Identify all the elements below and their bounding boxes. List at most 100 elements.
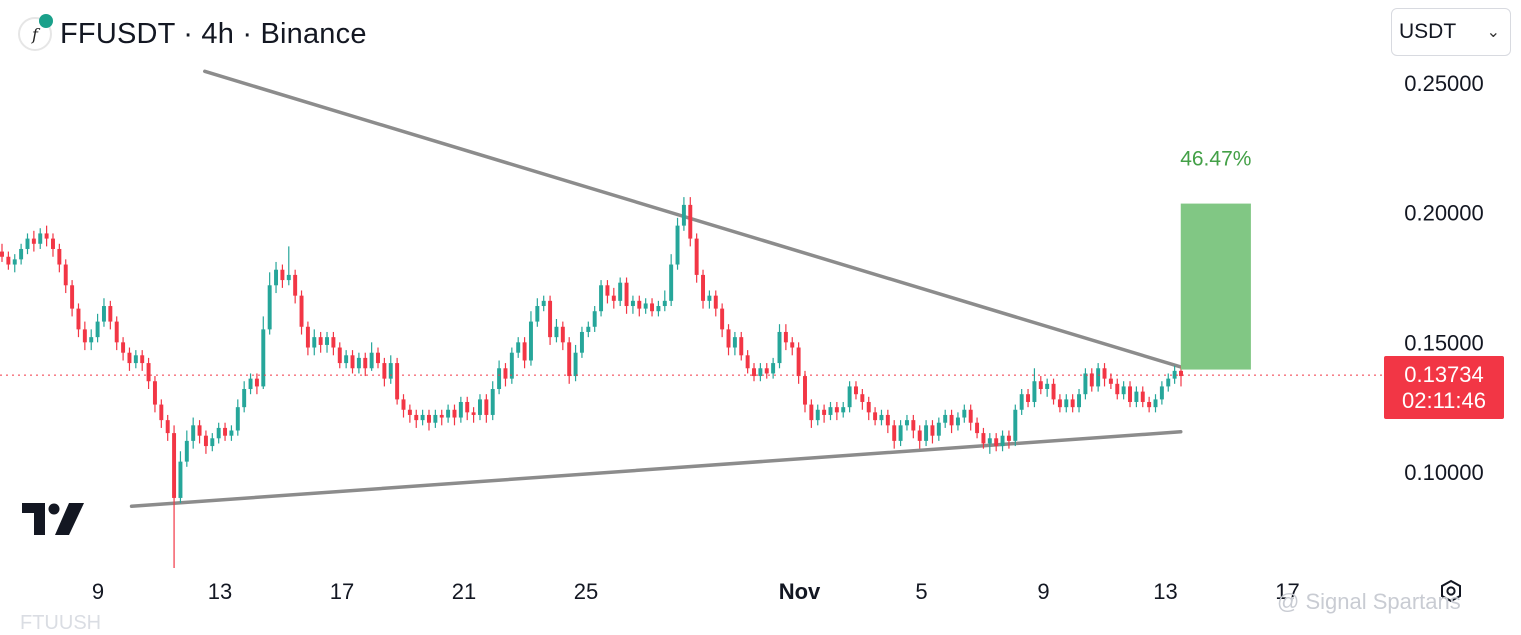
candle	[1115, 378, 1120, 400]
candle	[809, 399, 814, 428]
candle	[1000, 430, 1005, 452]
candle	[1019, 389, 1024, 415]
candle	[924, 420, 929, 447]
candle	[592, 306, 597, 332]
candle	[210, 433, 215, 452]
candle	[44, 225, 49, 247]
candle	[497, 360, 502, 395]
candle	[388, 355, 393, 384]
candle	[1070, 394, 1075, 413]
candle	[191, 417, 196, 449]
candle	[669, 254, 674, 307]
candle	[420, 409, 425, 426]
candle	[936, 417, 941, 441]
candle	[650, 298, 655, 317]
current-price-value: 0.13734	[1404, 361, 1484, 387]
candle	[994, 433, 999, 452]
candle	[82, 321, 87, 351]
candle	[458, 396, 463, 423]
candle	[114, 316, 119, 351]
candle	[433, 409, 438, 428]
candle	[854, 381, 858, 400]
candle	[681, 197, 686, 231]
candle	[917, 425, 922, 449]
x-tick-label: 17	[330, 579, 354, 604]
candle	[477, 394, 482, 421]
candle	[305, 321, 310, 356]
candle	[968, 404, 973, 431]
candle	[382, 357, 387, 387]
candle	[841, 401, 846, 418]
projection-percent-label: 46.47%	[1180, 148, 1251, 171]
trendline-resistance[interactable]	[203, 69, 1183, 369]
x-tick-label: Nov	[779, 579, 821, 604]
candle	[165, 414, 170, 441]
x-tick-label: 9	[1037, 579, 1049, 604]
candle	[452, 404, 457, 426]
x-tick-label: 5	[915, 579, 927, 604]
watermark: @ Signal Spartans	[1277, 589, 1461, 614]
candle	[803, 370, 807, 413]
candle	[70, 280, 75, 317]
x-tick-label: 13	[208, 579, 232, 604]
candle	[726, 324, 731, 356]
chevron-down-icon: ⌄	[1486, 24, 1500, 41]
candle	[567, 337, 572, 384]
candle	[12, 254, 17, 273]
candle	[1159, 381, 1164, 405]
candle	[764, 363, 769, 379]
candle	[713, 290, 718, 317]
candle	[369, 342, 374, 371]
candle	[701, 269, 706, 309]
candle	[267, 272, 272, 335]
candle	[560, 321, 565, 351]
candle	[892, 420, 897, 449]
settings-gear-icon[interactable]	[1437, 577, 1465, 605]
candle	[624, 277, 629, 314]
candle	[242, 381, 247, 413]
candle	[19, 243, 24, 265]
candle	[1026, 389, 1031, 408]
chart-header: f FFUSDT · 4h · Binance	[18, 14, 367, 54]
x-tick-label: 21	[452, 579, 476, 604]
candle	[299, 290, 304, 335]
candle	[312, 329, 317, 356]
candle	[637, 295, 642, 317]
candle	[57, 243, 62, 273]
candle	[911, 414, 916, 439]
candle	[159, 399, 164, 428]
candle	[1096, 363, 1101, 392]
current-price-label: 0.13734 02:11:46	[1384, 356, 1504, 419]
candle	[414, 409, 419, 428]
candle	[509, 347, 514, 384]
candle	[573, 344, 578, 382]
candle	[879, 409, 884, 426]
candle	[1006, 430, 1011, 449]
candle-countdown: 02:11:46	[1401, 387, 1486, 413]
candle	[152, 376, 157, 413]
candle	[1128, 381, 1132, 408]
candle	[108, 300, 113, 330]
currency-select[interactable]: USDT ⌄	[1391, 8, 1511, 56]
candle	[548, 295, 553, 345]
candle	[885, 409, 890, 434]
candle	[140, 350, 145, 371]
trendline-support[interactable]	[129, 430, 1183, 508]
candle	[535, 298, 540, 327]
projection-box[interactable]	[1180, 203, 1251, 370]
candle	[847, 381, 852, 413]
candle	[1051, 378, 1056, 405]
candle	[1057, 394, 1062, 413]
candle	[1089, 368, 1094, 392]
candle	[866, 396, 871, 421]
x-tick-label: 25	[574, 579, 598, 604]
candle	[1134, 386, 1139, 408]
y-tick-label: 0.10000	[1404, 460, 1484, 485]
candle	[172, 425, 177, 568]
candle	[694, 233, 699, 283]
candle	[1166, 373, 1171, 392]
candle	[261, 316, 266, 390]
candle	[490, 381, 495, 421]
candle	[427, 409, 431, 431]
